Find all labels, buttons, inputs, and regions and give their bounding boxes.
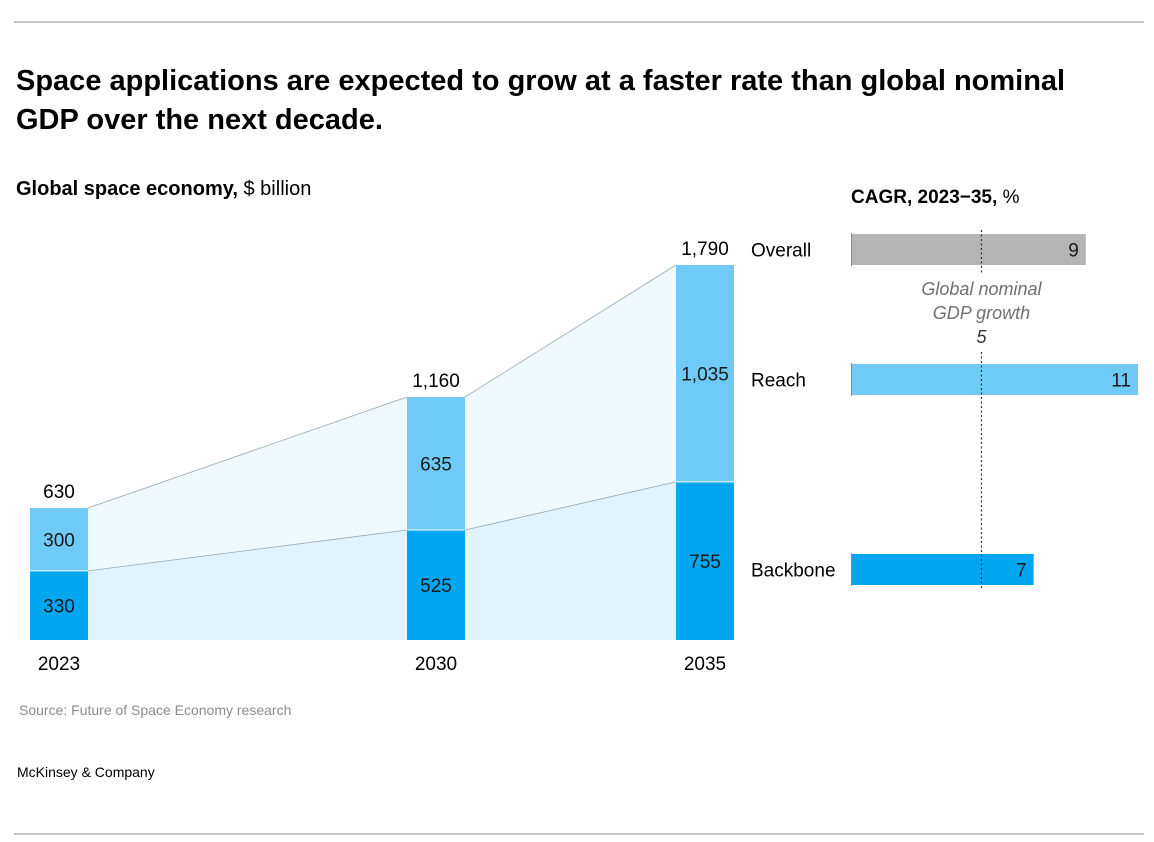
backbone-bar	[407, 530, 465, 640]
left-chart-unit: $ billion	[243, 178, 312, 200]
gdp-annotation-line-1: Global nominal	[921, 279, 1042, 299]
backbone-bar	[676, 481, 734, 640]
backbone-value-label: 330	[43, 596, 75, 617]
cagr-value-label: 11	[1111, 371, 1131, 392]
cagr-category-label: Reach	[751, 371, 806, 392]
reach-area-band	[465, 265, 676, 531]
gdp-annotation-value: 5	[976, 327, 987, 347]
total-value-label: 1,790	[681, 239, 729, 260]
cagr-bar	[851, 364, 1138, 395]
reach-bar	[30, 508, 88, 571]
backbone-value-label: 525	[420, 576, 452, 597]
cagr-value-label: 9	[1068, 241, 1079, 262]
right-chart-title-bold: CAGR, 2023−35,	[851, 187, 998, 208]
gdp-annotation-line-2: GDP growth	[933, 303, 1030, 323]
right-chart-title: CAGR, 2023−35, %	[851, 187, 1019, 209]
chart-headline: Space applications are expected to grow …	[16, 65, 1066, 136]
x-tick-label: 2023	[38, 654, 80, 675]
cagr-category-label: Backbone	[751, 561, 836, 582]
reach-value-label: 635	[420, 454, 452, 475]
bottom-rule	[14, 833, 1144, 835]
source-note: Source: Future of Space Economy research	[19, 702, 292, 718]
backbone-connector-line	[87, 529, 408, 572]
left-chart-title: Global space economy, $ billion	[16, 178, 311, 201]
x-tick-label: 2030	[415, 654, 457, 675]
reach-bar	[676, 265, 734, 482]
reach-bar	[407, 396, 465, 531]
brand-name: McKinsey & Company	[17, 764, 155, 780]
left-chart-title-bold: Global space economy,	[16, 178, 238, 200]
reach-value-label: 300	[43, 530, 75, 551]
total-value-label: 1,160	[412, 371, 460, 392]
backbone-bar	[30, 570, 88, 640]
x-tick-label: 2035	[684, 654, 726, 675]
backbone-value-label: 755	[689, 552, 721, 573]
right-chart-unit: %	[1002, 187, 1020, 208]
backbone-area-band	[465, 481, 676, 640]
cagr-category-label: Overall	[751, 241, 811, 262]
reach-area-band	[88, 396, 407, 571]
total-connector-line	[87, 396, 408, 509]
total-value-label: 630	[43, 482, 75, 503]
cagr-bar	[851, 554, 1034, 585]
backbone-area-band	[88, 530, 407, 640]
cagr-bar	[851, 234, 1086, 265]
top-rule	[14, 21, 1144, 23]
total-connector-line	[464, 264, 677, 398]
cagr-value-label: 7	[1016, 561, 1027, 582]
backbone-connector-line	[464, 481, 677, 531]
reach-value-label: 1,035	[681, 364, 729, 385]
